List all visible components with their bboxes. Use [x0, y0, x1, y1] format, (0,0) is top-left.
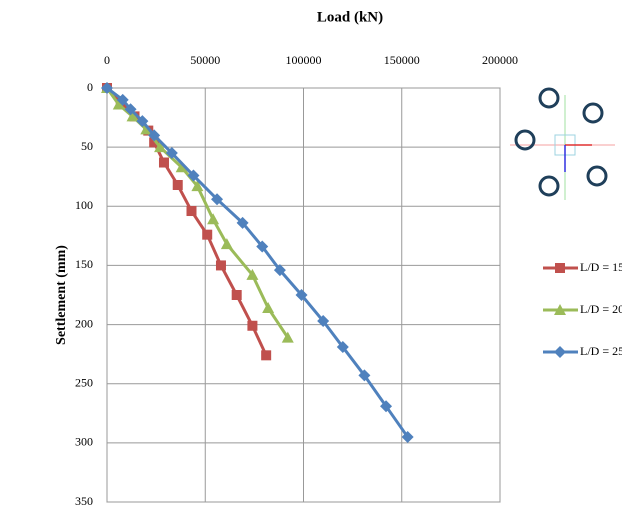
data-point [191, 180, 204, 192]
data-point [112, 98, 125, 110]
y-tick-label: 0 [87, 80, 93, 94]
data-point [211, 193, 224, 206]
legend-label: L/D = 15 [580, 260, 622, 274]
data-point [187, 169, 200, 182]
legend-label: L/D = 20 [580, 302, 622, 316]
data-point [231, 290, 242, 300]
y-tick-label: 300 [75, 435, 93, 449]
data-point [380, 400, 393, 413]
y-tick-label: 150 [75, 257, 93, 271]
data-point [148, 129, 161, 142]
y-tick-label: 100 [75, 198, 93, 212]
data-point [149, 137, 160, 148]
legend-marker [555, 263, 565, 273]
data-point [281, 331, 294, 343]
data-point [295, 289, 308, 301]
data-point [262, 302, 275, 314]
x-tick-label: 100000 [286, 53, 322, 67]
data-point [165, 147, 178, 160]
y-tick-label: 200 [75, 316, 93, 330]
data-point [175, 161, 188, 173]
data-point [220, 238, 233, 250]
data-point [172, 179, 183, 190]
data-point [261, 350, 272, 361]
data-point [215, 260, 226, 271]
data-point [358, 369, 371, 382]
data-point [186, 206, 197, 217]
x-tick-label: 50000 [190, 53, 220, 67]
data-point [158, 157, 169, 168]
data-point [273, 264, 286, 277]
data-point [401, 430, 414, 443]
data-point [317, 315, 330, 328]
data-point [202, 229, 213, 240]
data-point [116, 93, 129, 106]
x-tick-label: 150000 [384, 53, 420, 67]
data-point [154, 141, 167, 153]
data-point [126, 110, 139, 122]
y-tick-label: 250 [75, 375, 93, 389]
data-point [207, 213, 220, 225]
y-tick-label: 350 [75, 494, 93, 508]
data-point [336, 341, 349, 354]
pile-group-icon [510, 87, 615, 200]
data-point [136, 115, 149, 128]
legend-marker [554, 304, 566, 315]
data-point [247, 320, 258, 331]
legend-marker [554, 346, 566, 358]
data-point [236, 216, 249, 229]
data-point [124, 103, 137, 116]
y-tick-label: 50 [81, 139, 93, 153]
data-point [256, 240, 269, 253]
x-tick-label: 200000 [482, 53, 518, 67]
y-axis-label: Settlement (mm) [54, 245, 69, 345]
chart-title: Load (kN) [317, 9, 383, 25]
data-point [246, 268, 259, 280]
data-point [101, 82, 113, 94]
legend-label: L/D = 25 [580, 344, 622, 358]
x-tick-label: 0 [104, 53, 110, 67]
